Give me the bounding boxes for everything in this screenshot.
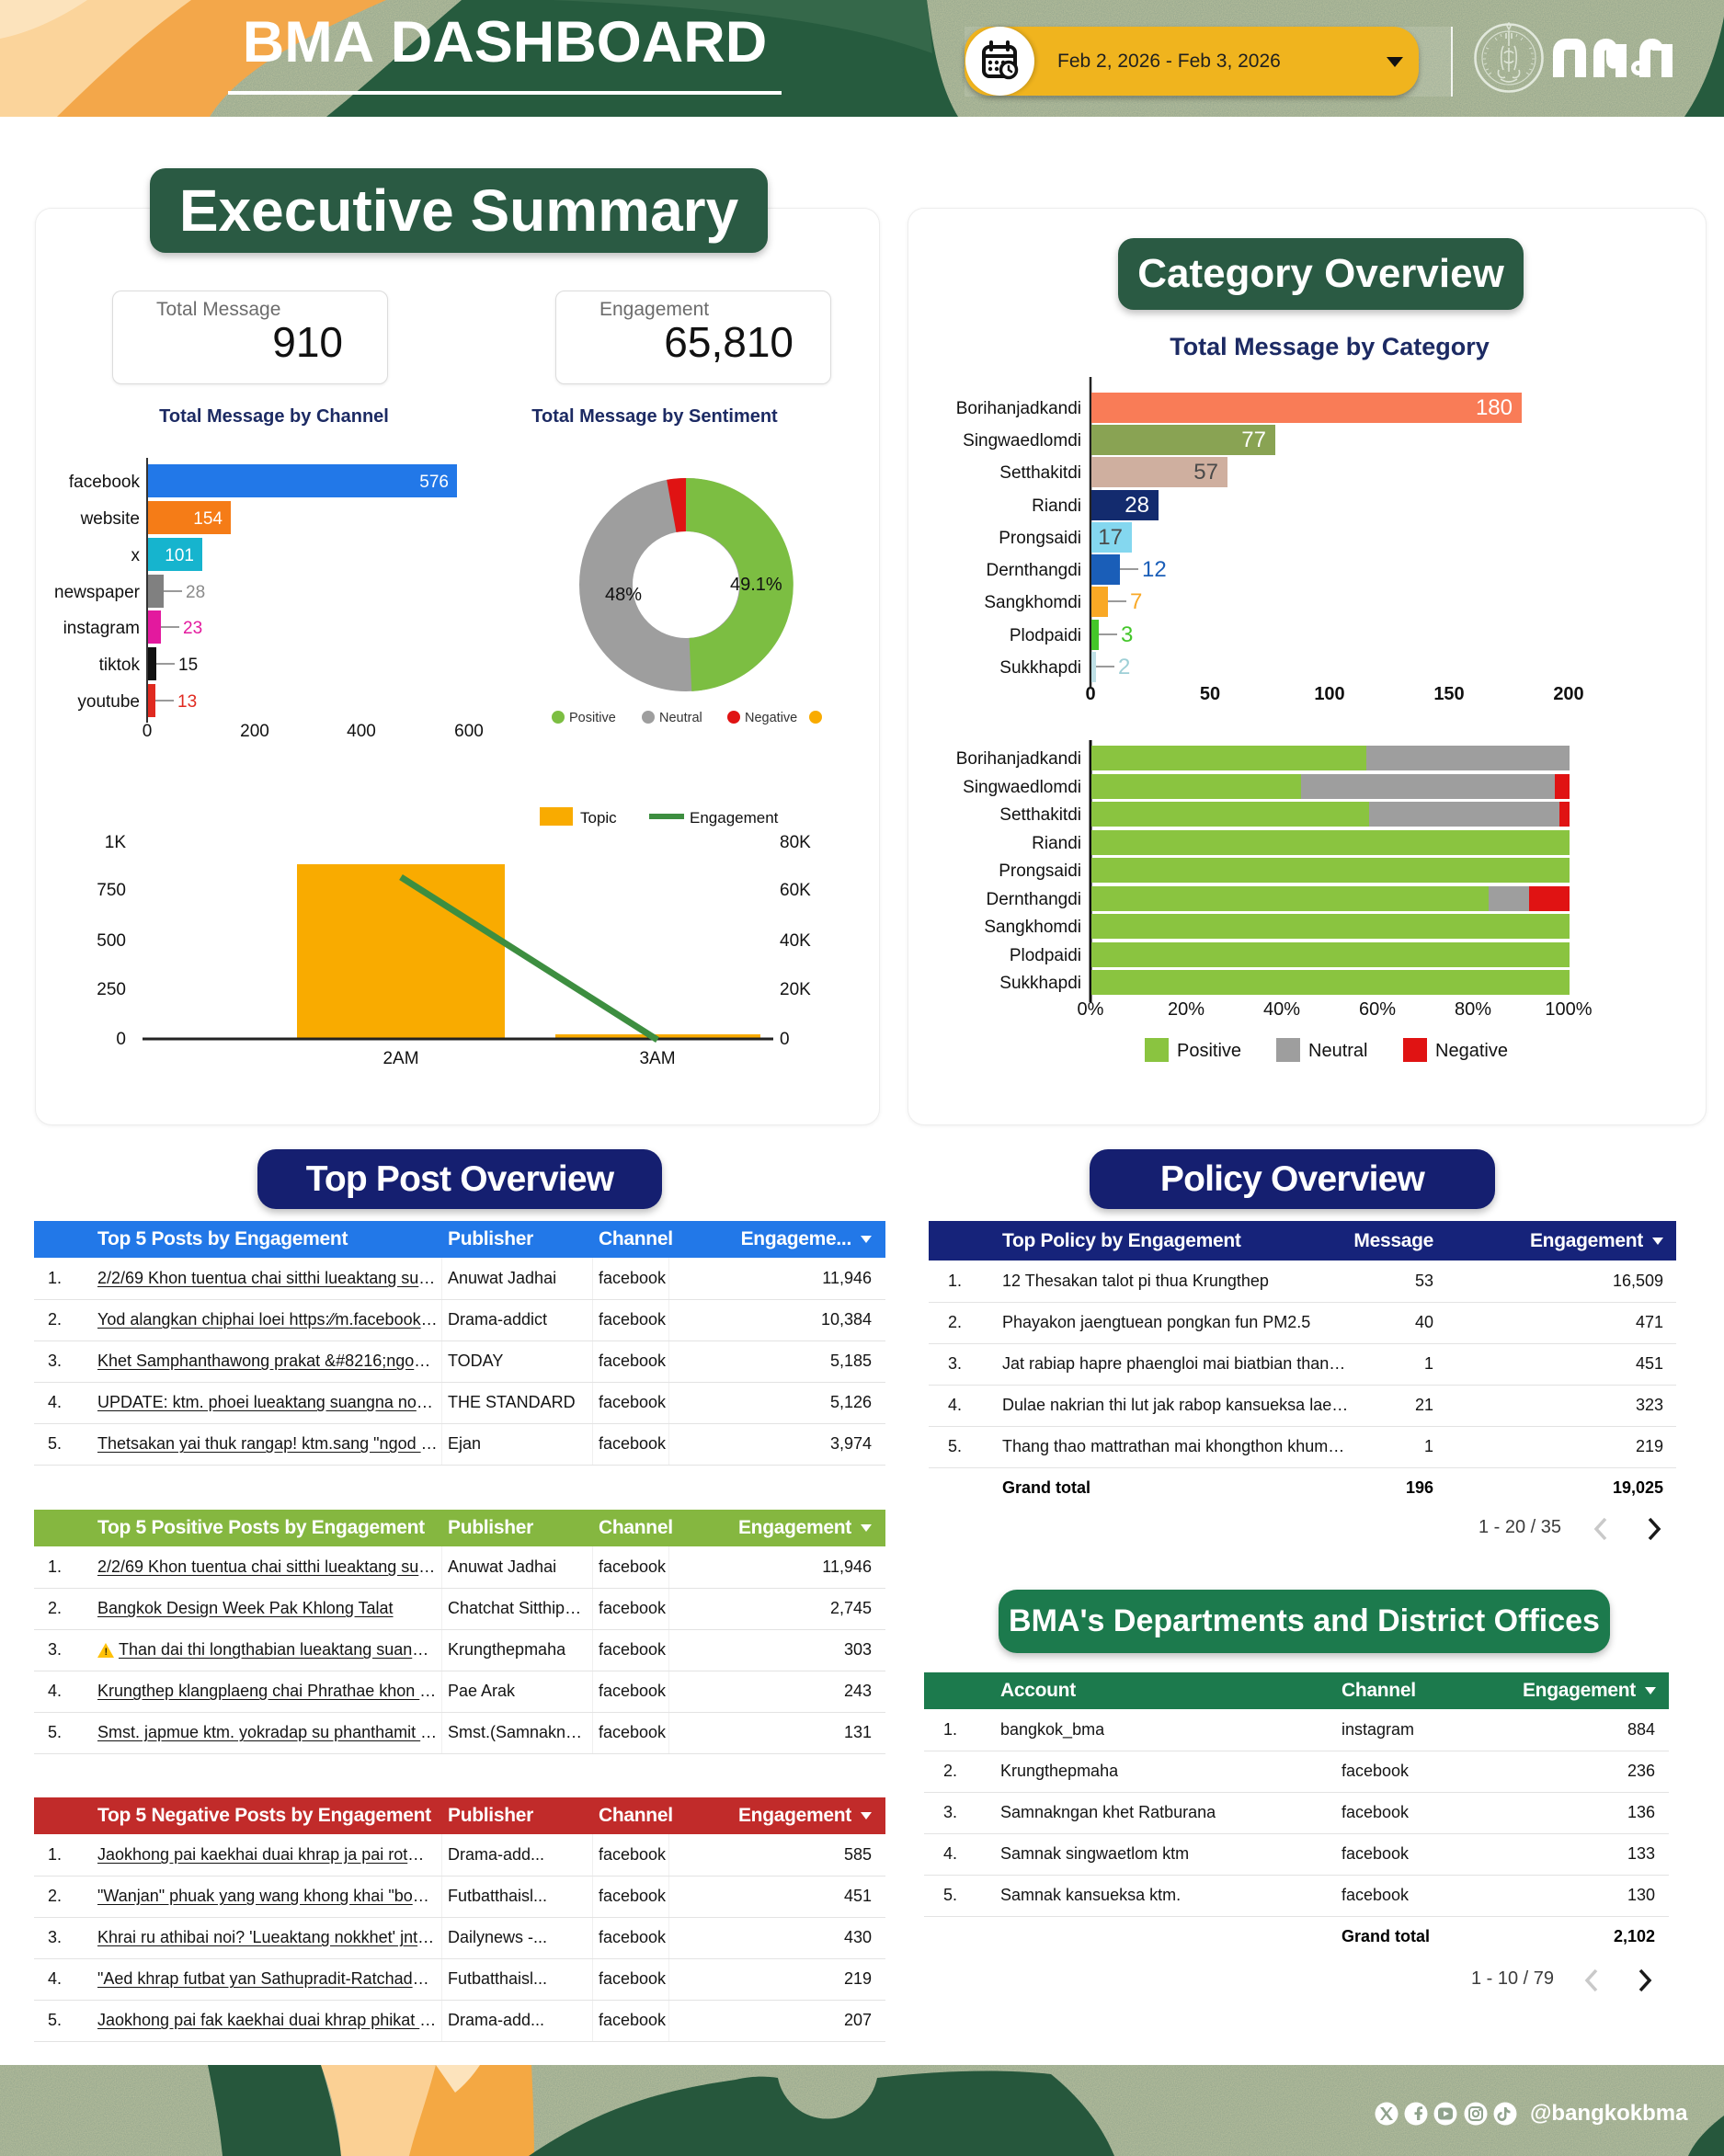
svg-text:tiktok: tiktok bbox=[99, 656, 141, 675]
svg-text:Borihanjadkandi: Borihanjadkandi bbox=[956, 399, 1081, 418]
svg-text:40%: 40% bbox=[1263, 999, 1300, 1020]
svg-text:Riandi: Riandi bbox=[1032, 834, 1081, 853]
svg-text:49.1%: 49.1% bbox=[730, 575, 782, 595]
svg-text:Riandi: Riandi bbox=[1032, 496, 1081, 516]
svg-text:1K: 1K bbox=[105, 833, 127, 852]
svg-text:101: 101 bbox=[165, 546, 194, 565]
svg-text:Prongsaidi: Prongsaidi bbox=[999, 529, 1081, 548]
svg-text:Sukkhapdi: Sukkhapdi bbox=[999, 658, 1081, 678]
svg-text:100%: 100% bbox=[1545, 999, 1592, 1020]
svg-text:17: 17 bbox=[1098, 525, 1123, 550]
svg-text:80K: 80K bbox=[780, 833, 811, 852]
svg-text:40K: 40K bbox=[780, 931, 811, 951]
svg-text:80%: 80% bbox=[1455, 999, 1491, 1020]
svg-text:Prongsaidi: Prongsaidi bbox=[999, 861, 1081, 881]
svg-text:Dernthangdi: Dernthangdi bbox=[986, 890, 1081, 909]
svg-text:youtube: youtube bbox=[77, 692, 140, 712]
svg-text:Sangkhomdi: Sangkhomdi bbox=[984, 918, 1081, 937]
svg-text:60%: 60% bbox=[1359, 999, 1396, 1020]
svg-text:Singwaedlomdi: Singwaedlomdi bbox=[963, 778, 1081, 797]
svg-text:Engagement: Engagement bbox=[690, 809, 779, 827]
svg-text:Positive: Positive bbox=[1177, 1041, 1241, 1061]
svg-text:50: 50 bbox=[1200, 684, 1220, 704]
svg-text:Neutral: Neutral bbox=[1308, 1041, 1367, 1061]
svg-text:13: 13 bbox=[177, 692, 197, 712]
svg-text:250: 250 bbox=[97, 980, 126, 999]
svg-text:0: 0 bbox=[143, 722, 153, 741]
svg-text:600: 600 bbox=[454, 722, 484, 741]
svg-text:Neutral: Neutral bbox=[659, 711, 702, 725]
svg-text:200: 200 bbox=[240, 722, 269, 741]
svg-text:20%: 20% bbox=[1168, 999, 1205, 1020]
svg-text:0: 0 bbox=[1085, 684, 1095, 704]
svg-text:180: 180 bbox=[1476, 395, 1513, 420]
svg-text:0%: 0% bbox=[1078, 999, 1104, 1020]
svg-text:Sangkhomdi: Sangkhomdi bbox=[984, 593, 1081, 612]
svg-text:60K: 60K bbox=[780, 881, 811, 900]
svg-text:2AM: 2AM bbox=[382, 1049, 418, 1068]
svg-text:48%: 48% bbox=[605, 585, 642, 605]
svg-text:150: 150 bbox=[1433, 684, 1464, 704]
svg-text:23: 23 bbox=[183, 619, 202, 638]
svg-text:400: 400 bbox=[347, 722, 376, 741]
svg-text:Dernthangdi: Dernthangdi bbox=[986, 561, 1081, 580]
svg-text:0: 0 bbox=[780, 1030, 790, 1049]
svg-text:576: 576 bbox=[419, 473, 449, 492]
svg-text:3: 3 bbox=[1121, 622, 1133, 647]
svg-text:Setthakitdi: Setthakitdi bbox=[999, 805, 1081, 825]
svg-text:7: 7 bbox=[1130, 589, 1142, 614]
svg-text:750: 750 bbox=[97, 881, 126, 900]
svg-text:Topic: Topic bbox=[580, 809, 617, 827]
svg-text:facebook: facebook bbox=[69, 473, 141, 492]
svg-text:Plodpaidi: Plodpaidi bbox=[1010, 946, 1081, 965]
svg-text:Setthakitdi: Setthakitdi bbox=[999, 463, 1081, 483]
svg-text:Singwaedlomdi: Singwaedlomdi bbox=[963, 431, 1081, 451]
svg-text:website: website bbox=[80, 509, 140, 529]
svg-text:28: 28 bbox=[1125, 493, 1149, 518]
svg-text:Sukkhapdi: Sukkhapdi bbox=[999, 974, 1081, 993]
svg-text:200: 200 bbox=[1553, 684, 1583, 704]
svg-text:500: 500 bbox=[97, 931, 126, 951]
svg-text:Negative: Negative bbox=[745, 711, 797, 725]
svg-text:77: 77 bbox=[1241, 428, 1266, 452]
svg-text:Borihanjadkandi: Borihanjadkandi bbox=[956, 749, 1081, 769]
svg-text:0: 0 bbox=[116, 1030, 126, 1049]
svg-text:x: x bbox=[131, 546, 141, 565]
svg-text:12: 12 bbox=[1142, 557, 1167, 582]
svg-text:2: 2 bbox=[1118, 655, 1130, 679]
svg-text:28: 28 bbox=[186, 583, 205, 602]
svg-text:15: 15 bbox=[178, 656, 198, 675]
svg-text:3AM: 3AM bbox=[639, 1049, 675, 1068]
svg-text:Negative: Negative bbox=[1435, 1041, 1508, 1061]
svg-text:57: 57 bbox=[1193, 460, 1218, 485]
svg-text:instagram: instagram bbox=[63, 619, 140, 638]
svg-text:Positive: Positive bbox=[569, 711, 616, 725]
svg-text:newspaper: newspaper bbox=[54, 583, 141, 602]
svg-text:20K: 20K bbox=[780, 980, 811, 999]
svg-text:154: 154 bbox=[193, 509, 223, 529]
svg-text:100: 100 bbox=[1314, 684, 1344, 704]
svg-text:Plodpaidi: Plodpaidi bbox=[1010, 626, 1081, 645]
